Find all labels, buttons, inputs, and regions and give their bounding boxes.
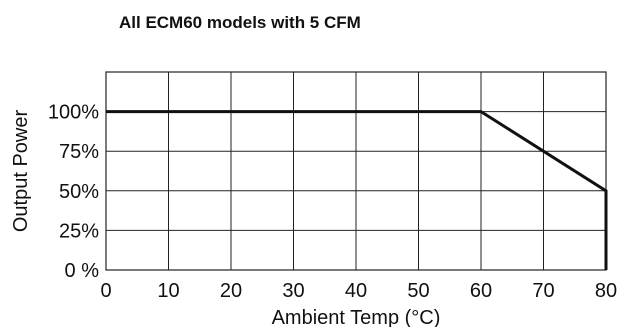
plot-frame: [105, 71, 607, 271]
chart-title: All ECM60 models with 5 CFM: [119, 13, 361, 32]
y-axis-label: Output Power: [10, 110, 32, 233]
x-axis-label: Ambient Temp (°C): [272, 307, 441, 327]
y-tick-label-75: 75%: [59, 141, 99, 163]
y-tick-label-25: 25%: [59, 220, 99, 242]
y-tick-labels: 0 % 25% 50% 75% 100%: [48, 102, 99, 282]
x-tick-labels: 0 10 20 30 40 50 60 70 80: [100, 280, 617, 302]
x-tick-label-30: 30: [282, 280, 304, 302]
x-tick-label-20: 20: [220, 280, 242, 302]
grid: [105, 71, 607, 271]
series-line-0: [106, 110, 608, 270]
x-tick-label-0: 0: [100, 280, 111, 302]
y-tick-label-100: 100%: [48, 102, 99, 124]
x-tick-label-80: 80: [595, 280, 617, 302]
x-tick-label-70: 70: [532, 280, 554, 302]
y-tick-label-50: 50%: [59, 181, 99, 203]
x-tick-label-40: 40: [345, 280, 367, 302]
x-tick-label-10: 10: [157, 280, 179, 302]
x-tick-label-50: 50: [407, 280, 429, 302]
x-tick-label-60: 60: [470, 280, 492, 302]
y-tick-label-0: 0 %: [65, 260, 100, 282]
series-layer: [106, 110, 608, 270]
